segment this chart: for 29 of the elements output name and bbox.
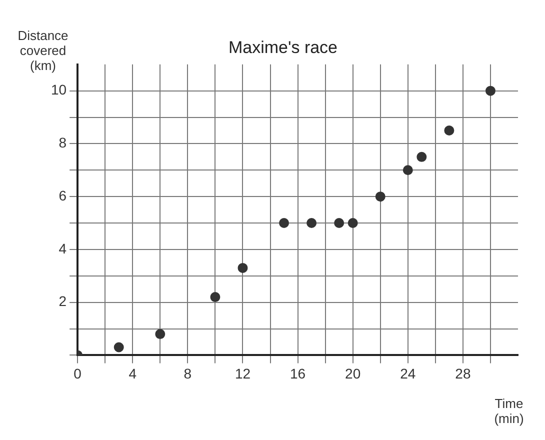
point	[348, 218, 358, 228]
y-tick-label: 4	[58, 240, 67, 256]
point	[155, 329, 166, 340]
chart-title: Maxime's race	[228, 38, 338, 57]
x-tick-label: 28	[455, 365, 471, 382]
point	[114, 342, 124, 352]
point	[485, 86, 496, 96]
point	[306, 218, 317, 228]
x-tick-label: 0	[74, 365, 82, 382]
point	[210, 292, 220, 302]
y-tick-label: 10	[50, 82, 67, 98]
x-tick-label: 16	[290, 365, 306, 382]
point	[444, 125, 454, 136]
point	[238, 262, 248, 273]
point	[402, 165, 413, 176]
y-axis-title: Distance covered (km)	[16, 28, 70, 73]
x-tick-label: 24	[400, 365, 416, 382]
y-tick-label: 6	[58, 187, 67, 204]
point	[375, 192, 386, 202]
y-tick-label: 2	[58, 293, 67, 310]
point	[416, 152, 427, 162]
x-tick-label: 4	[128, 365, 137, 382]
y-tick-label: 8	[58, 134, 67, 151]
point	[279, 218, 290, 228]
x-tick-label: 20	[345, 365, 361, 382]
point	[334, 218, 344, 228]
x-tick-label: 12	[234, 365, 251, 382]
x-tick-label: 8	[184, 365, 192, 382]
x-axis-title: Time (min)	[493, 396, 525, 426]
